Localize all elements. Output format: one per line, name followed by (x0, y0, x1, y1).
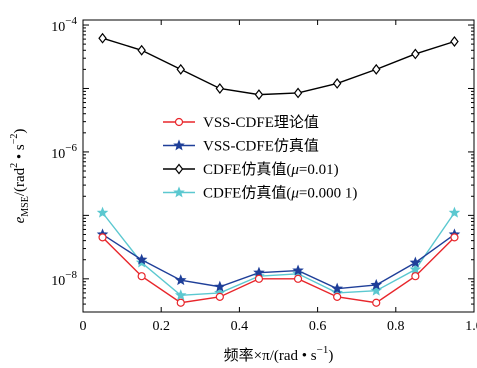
point-marker (135, 253, 148, 265)
point-marker (371, 63, 381, 75)
series-layer (96, 32, 461, 307)
y-tick-label: 10−6 (51, 142, 77, 162)
series-line (101, 212, 456, 297)
legend-label: CDFE仿真值(μ=0.01) (203, 160, 339, 178)
series-4 (96, 206, 461, 301)
legend: VSS-CDFE理论值 VSS-CDFE仿真值 CDFE仿真值(μ=0.01) CDF… (163, 114, 357, 202)
point-marker (333, 292, 342, 301)
point-marker (450, 36, 459, 47)
legend-item-3: CDFE仿真值(μ=0.01) (163, 160, 339, 178)
point-marker (174, 274, 187, 286)
x-tick-label: 0 (80, 319, 87, 334)
point-marker (215, 82, 225, 94)
point-marker (215, 292, 224, 301)
legend-label: CDFE仿真值(μ=0.000 1) (203, 184, 357, 202)
point-marker (411, 272, 420, 281)
point-marker (96, 206, 109, 218)
series-3 (98, 32, 459, 101)
legend-label: VSS-CDFE仿真值 (203, 137, 319, 155)
point-marker (173, 139, 185, 151)
y-tick-label: 10−4 (51, 15, 77, 35)
series-line (102, 236, 455, 304)
point-marker (448, 206, 461, 218)
point-marker (332, 77, 342, 89)
point-marker (173, 186, 185, 198)
point-marker (254, 89, 264, 101)
series-line (102, 233, 455, 290)
x-tick-label: 1.0 (465, 319, 477, 334)
y-axis-title: eMSE/(rad2 • s−2) (9, 129, 31, 224)
point-marker (174, 289, 187, 301)
x-tick-label: 0.4 (231, 319, 249, 334)
point-marker (293, 87, 303, 99)
point-marker (98, 32, 107, 44)
legend-item-1: VSS-CDFE理论值 (163, 114, 319, 131)
x-tick-label: 0.2 (152, 319, 170, 334)
series-1 (98, 233, 459, 307)
x-tick-label: 0.8 (387, 319, 405, 334)
y-tick-label: 10−8 (51, 269, 77, 289)
x-tick-label: 0.6 (309, 319, 327, 334)
point-marker (176, 298, 185, 307)
point-marker (174, 163, 184, 175)
point-marker (293, 274, 303, 283)
point-marker (450, 233, 459, 242)
x-axis-title: 频率×π/(rad • s−1) (224, 344, 334, 364)
point-marker (370, 278, 383, 290)
point-marker (372, 298, 381, 307)
point-marker (409, 263, 422, 275)
point-marker (331, 282, 343, 294)
point-marker (137, 272, 146, 281)
point-marker (137, 44, 146, 56)
point-marker (254, 274, 264, 283)
y-axis: 10−4 10−6 10−8 (51, 15, 474, 313)
point-marker (214, 280, 226, 292)
point-marker (411, 48, 420, 60)
legend-item-4: CDFE仿真值(μ=0.000 1) (163, 184, 357, 202)
x-axis: 0 0.2 0.4 0.6 0.8 1.0 (80, 20, 477, 334)
legend-item-2: VSS-CDFE仿真值 (163, 137, 319, 155)
series-line (102, 37, 455, 96)
point-marker (176, 63, 186, 75)
legend-label: VSS-CDFE理论值 (203, 114, 319, 131)
point-marker (409, 256, 422, 268)
point-marker (98, 233, 107, 242)
point-marker (292, 264, 304, 276)
point-marker (174, 117, 184, 127)
point-marker (370, 284, 383, 296)
